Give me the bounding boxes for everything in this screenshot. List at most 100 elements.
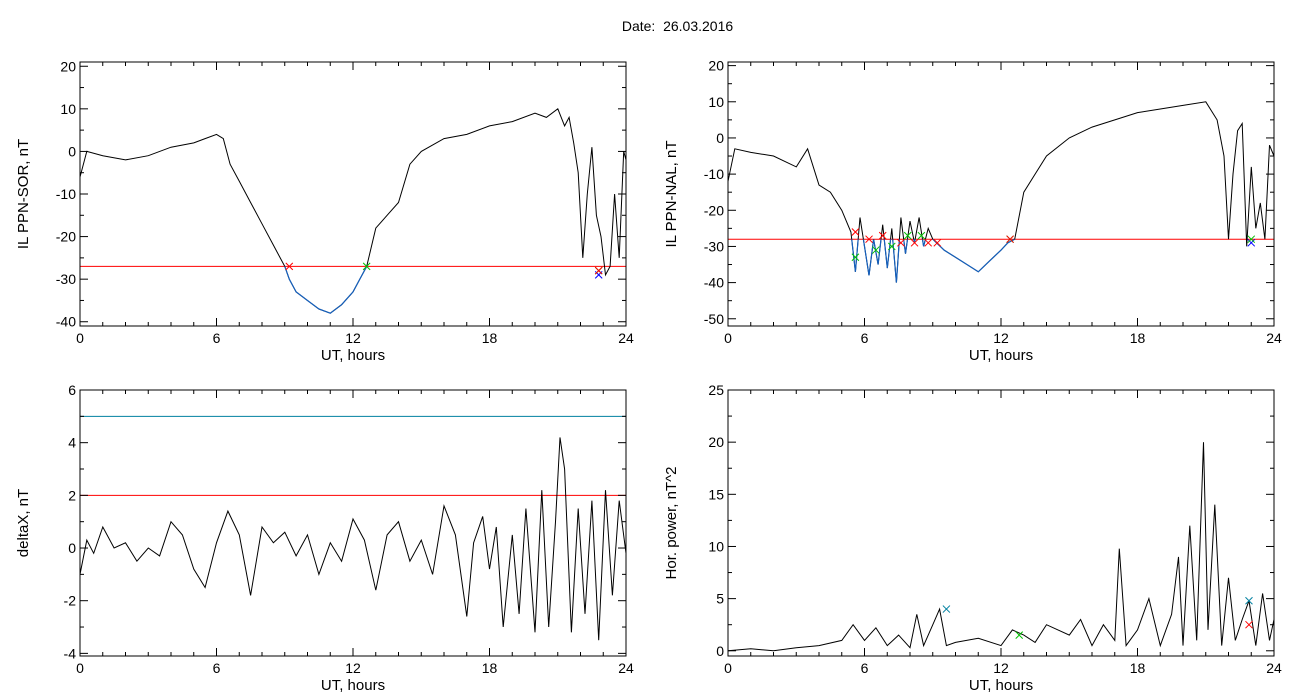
y-tick-label: -40 xyxy=(56,314,76,330)
panel-4: 0 6 12 18 24 0 5 10 15 20 25 UT, hours Hor. power, n… xyxy=(663,382,1282,694)
event-marker xyxy=(851,253,860,262)
event-marker-stroke xyxy=(1015,631,1024,639)
event-marker-stroke xyxy=(851,228,860,236)
x-axis-label: UT, hours xyxy=(969,347,1033,364)
y-tick-label: -40 xyxy=(704,275,724,291)
x-tick-label: 24 xyxy=(1266,330,1282,346)
event-marker-stroke xyxy=(903,231,912,240)
y-tick-label: -20 xyxy=(704,202,724,218)
event-marker-stroke xyxy=(1247,238,1256,247)
y-tick-label: -20 xyxy=(56,229,76,245)
x-tick-label: 12 xyxy=(993,660,1009,676)
event-marker xyxy=(942,605,951,613)
plot-frame xyxy=(727,389,1275,657)
event-marker xyxy=(897,238,905,247)
y-axis-label: IL PPN-NAL, nT xyxy=(663,141,680,248)
data-series-line xyxy=(79,437,627,641)
event-marker-stroke xyxy=(897,238,905,247)
y-tick-label: 4 xyxy=(68,435,76,451)
event-marker xyxy=(878,231,887,240)
x-tick-label: 6 xyxy=(213,660,221,676)
y-tick-label: 20 xyxy=(60,58,76,74)
event-marker-stroke xyxy=(851,253,860,262)
event-marker xyxy=(910,238,919,247)
event-marker-stroke xyxy=(933,238,942,247)
event-marker-stroke xyxy=(887,242,896,251)
y-tick-label: 0 xyxy=(716,130,724,146)
event-marker xyxy=(872,246,880,254)
y-tick-label: -2 xyxy=(64,593,77,609)
x-tick-label: 18 xyxy=(482,330,498,346)
event-marker-stroke xyxy=(878,231,887,240)
event-marker-stroke xyxy=(917,231,926,240)
y-axis-label: Hor. power, nT^2 xyxy=(663,467,680,580)
y-tick-label: 6 xyxy=(68,382,76,398)
y-tick-label: -4 xyxy=(64,645,77,661)
data-series-line xyxy=(727,442,1275,652)
event-marker-stroke xyxy=(1006,235,1014,244)
x-tick-label: 18 xyxy=(1130,330,1146,346)
event-marker-stroke xyxy=(865,235,873,244)
plot-frame xyxy=(79,389,627,657)
y-tick-label: 0 xyxy=(68,540,76,556)
event-marker xyxy=(1245,596,1253,605)
x-tick-label: 6 xyxy=(861,330,869,346)
x-tick-label: 6 xyxy=(861,660,869,676)
event-marker-stroke xyxy=(594,266,603,275)
y-tick-label: -10 xyxy=(704,166,724,182)
event-marker xyxy=(887,242,896,251)
event-marker xyxy=(1015,631,1024,639)
plot-frame xyxy=(727,61,1275,327)
y-tick-label: 10 xyxy=(60,101,76,117)
event-marker xyxy=(917,231,926,240)
y-axis-label: deltaX, nT xyxy=(15,489,32,557)
event-marker xyxy=(865,235,873,244)
event-marker-stroke xyxy=(924,238,933,247)
event-marker-stroke xyxy=(872,246,880,254)
y-tick-label: 2 xyxy=(68,487,76,503)
plot-frame xyxy=(79,61,627,327)
x-tick-label: 12 xyxy=(345,660,361,676)
x-tick-label: 6 xyxy=(213,330,221,346)
event-marker-stroke xyxy=(285,262,294,271)
event-marker-stroke xyxy=(1247,235,1256,244)
x-axis-label: UT, hours xyxy=(969,677,1033,694)
event-marker xyxy=(362,262,371,271)
y-tick-label: 0 xyxy=(68,143,76,159)
event-marker xyxy=(903,231,912,240)
x-tick-label: 24 xyxy=(618,330,634,346)
x-tick-label: 0 xyxy=(724,330,732,346)
event-marker-stroke xyxy=(1245,596,1253,605)
y-tick-label: -30 xyxy=(704,238,724,254)
event-marker xyxy=(285,262,294,271)
y-tick-label: 20 xyxy=(708,434,724,450)
event-marker-stroke xyxy=(362,262,371,271)
y-tick-label: 5 xyxy=(716,591,724,607)
y-axis-label: IL PPN-SOR, nT xyxy=(15,139,32,249)
y-tick-label: 0 xyxy=(716,643,724,659)
x-tick-label: 0 xyxy=(76,660,84,676)
y-tick-label: 25 xyxy=(708,382,724,398)
x-tick-label: 12 xyxy=(993,330,1009,346)
below-threshold-series xyxy=(284,266,368,314)
event-marker-stroke xyxy=(910,238,919,247)
event-marker xyxy=(924,238,933,247)
y-tick-label: 10 xyxy=(708,538,724,554)
x-tick-label: 0 xyxy=(76,330,84,346)
x-tick-label: 12 xyxy=(345,330,361,346)
data-series-line xyxy=(727,101,1275,283)
event-marker-stroke xyxy=(1245,620,1253,629)
panel-1: 0 6 12 18 24 -40 -30 -20 -10 0 10 20 UT, hours IL PPN… xyxy=(15,58,634,364)
below-threshold-series xyxy=(851,239,1016,283)
x-tick-label: 18 xyxy=(482,660,498,676)
x-tick-label: 24 xyxy=(1266,660,1282,676)
event-marker xyxy=(933,238,942,247)
data-series-line xyxy=(79,108,627,314)
y-tick-label: 10 xyxy=(708,94,724,110)
y-tick-label: 15 xyxy=(708,486,724,502)
event-marker-stroke xyxy=(942,605,951,613)
y-tick-label: -30 xyxy=(56,271,76,287)
panel-2: 0 6 12 18 24 -50 -40 -30 -20 -10 0 10 20 UT, hours IL … xyxy=(663,58,1282,364)
